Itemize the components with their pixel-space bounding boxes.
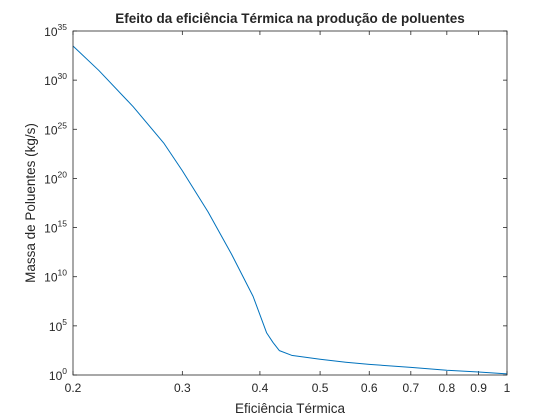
y-tick-label: 1010 xyxy=(44,268,67,285)
data-series xyxy=(72,45,508,375)
y-tick-label: 105 xyxy=(49,317,67,334)
series-line xyxy=(72,45,508,375)
chart-title: Efeito da eficiência Térmica na produção… xyxy=(115,11,465,26)
plot-area xyxy=(73,31,507,375)
y-tick-label: 1015 xyxy=(44,219,67,236)
x-axis-label: Eficiência Térmica xyxy=(235,401,346,416)
y-tick-label: 1020 xyxy=(44,169,67,186)
x-tick-label: 0.2 xyxy=(65,381,82,395)
y-tick-label: 1035 xyxy=(44,22,67,39)
y-tick-label: 1030 xyxy=(44,71,67,88)
y-tick-label: 1025 xyxy=(44,120,67,137)
x-tick-label: 0.5 xyxy=(312,381,329,395)
x-tick-label: 0.3 xyxy=(174,381,191,395)
x-tick-label: 1 xyxy=(504,381,511,395)
axes-box xyxy=(72,30,508,376)
y-axis-label: Massa de Poluentes (kg/s) xyxy=(23,123,38,283)
axis-ticks: 0.2 0.3 0.4 0.5 0.6 0.7 0.8 0.9 1 100 105 1010 1015 1… xyxy=(44,22,510,395)
x-tick-label: 0.7 xyxy=(402,381,419,395)
x-tick-label: 0.6 xyxy=(361,381,378,395)
y-tick-label: 100 xyxy=(49,366,67,383)
x-tick-label: 0.4 xyxy=(252,381,269,395)
x-tick-label: 0.8 xyxy=(438,381,455,395)
x-tick-label: 0.9 xyxy=(470,381,487,395)
